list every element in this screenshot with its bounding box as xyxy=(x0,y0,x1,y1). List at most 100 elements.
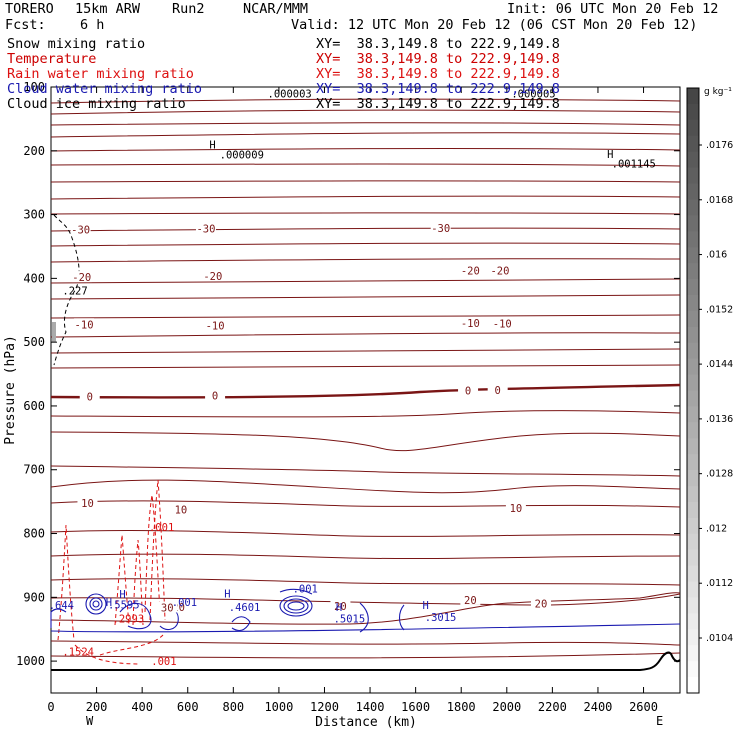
point-labels: H.000009 H.001145.000003.000005.227.001.0… xyxy=(49,88,656,668)
point-label: .001145 xyxy=(612,159,656,171)
rain-water-contours xyxy=(57,479,166,665)
x-tick-label: 800 xyxy=(222,700,244,714)
colorbar-segment xyxy=(687,486,699,503)
cloud-contour xyxy=(231,616,251,632)
colorbar-segment xyxy=(687,390,699,407)
contour-label-bg xyxy=(487,384,508,395)
isotherm-line xyxy=(50,98,681,104)
colorbar-segment xyxy=(687,88,699,105)
colorbar-segment xyxy=(687,501,699,519)
point-label: .1524 xyxy=(62,647,94,659)
isotherm-line xyxy=(50,258,681,263)
colorbar-tick-label: .016 xyxy=(706,250,727,261)
temperature-contour-label: 20 xyxy=(535,599,548,611)
colorbar-segment xyxy=(687,294,699,312)
point-label: .644 xyxy=(49,600,74,612)
y-tick-label: 200 xyxy=(23,144,45,158)
rain-contour xyxy=(132,539,144,626)
cloud-contour xyxy=(50,623,681,633)
field-xy-rain: XY= 38.3,149.8 to 222.9,149.8 xyxy=(316,66,560,82)
x-tick-label: 0 xyxy=(47,700,54,714)
contour-labels: -30 -30 -30 -20 -20 -20 -20 -10 -10 -10 -10 0 0 0 0 10 1… xyxy=(70,221,551,615)
y-tick-label: 600 xyxy=(23,399,45,413)
contour-label-bg xyxy=(205,319,226,331)
header-valid: Valid: 12 UTC Mon 20 Feb 12 (06 CST Mon … xyxy=(291,17,698,33)
colorbar: .0104 .0112 .012 .0128 .0136 .0144 .0152 .016 .0… xyxy=(686,87,733,694)
isotherm-line xyxy=(50,180,681,183)
y-tick-label-top: 100 xyxy=(23,80,45,94)
temperature-contour-label: -10 xyxy=(75,319,94,331)
y-tick-label: 500 xyxy=(23,335,45,349)
point-label: .5595 xyxy=(108,599,140,611)
x-axis: 0 200 400 600 800 1000 1200 1400 1600 1800 2000 220… xyxy=(47,87,658,714)
isotherm-line xyxy=(50,195,681,200)
isotherm-line xyxy=(50,163,681,167)
cloud-contour xyxy=(92,600,100,608)
temperature-contour-label: -30 xyxy=(431,223,450,235)
temperature-contour-label: 30 xyxy=(161,603,174,615)
plot-frame xyxy=(50,86,681,694)
colorbar-segment xyxy=(687,199,699,216)
rain-contour xyxy=(114,534,130,626)
temperature-contour-label: 10 xyxy=(510,503,523,515)
temperature-contour-label: -20 xyxy=(72,272,91,284)
cloud-contour xyxy=(89,597,103,611)
colorbar-segment xyxy=(687,661,699,678)
colorbar-segment xyxy=(687,342,699,360)
x-tick-label: 2400 xyxy=(584,700,613,714)
field-name-temperature: Temperature xyxy=(7,51,97,67)
contour-label-bg xyxy=(489,264,510,276)
colorbar-tick-label: .0128 xyxy=(706,469,733,480)
point-label: .001 xyxy=(151,656,176,668)
y-tick-label: 800 xyxy=(23,527,45,541)
temperature-contour-label: 20 xyxy=(464,595,477,607)
header-init: Init: 06 UTC Mon 20 Feb 12 xyxy=(507,1,719,17)
cloud-contour xyxy=(279,588,313,595)
colorbar-segment xyxy=(687,677,699,694)
isotherm-line xyxy=(50,132,681,138)
isotherm-line xyxy=(50,410,681,418)
colorbar-segment xyxy=(687,422,699,439)
contour-label-bg xyxy=(460,317,481,329)
isotherm-line xyxy=(50,530,681,537)
isotherm-line xyxy=(50,332,681,338)
temperature-contour-label: -10 xyxy=(461,318,480,330)
y-tick-label: 300 xyxy=(23,208,45,222)
field-name-cloud-water: Cloud water mixing ratio xyxy=(7,81,203,97)
temperature-contour-label: 20 xyxy=(334,601,347,613)
contour-label-bg xyxy=(74,318,95,330)
colorbar-frame xyxy=(686,87,700,694)
colorbar-segment xyxy=(687,517,699,535)
header-fcst-label: Fcst: xyxy=(5,17,46,33)
contour-label-bg xyxy=(195,222,216,234)
colorbar-segment xyxy=(687,151,699,169)
cloud-water-contours xyxy=(50,588,681,633)
cloud-contour xyxy=(359,602,369,633)
rain-contour xyxy=(144,494,161,613)
cloud-contour xyxy=(50,608,67,628)
y-tick-label: 900 xyxy=(23,590,45,604)
colorbar-segment xyxy=(687,533,699,551)
isotherm-line xyxy=(50,147,681,152)
colorbar-segment xyxy=(687,183,699,200)
isotherm-line xyxy=(50,122,681,126)
rain-contour xyxy=(149,479,166,621)
isotherm-line xyxy=(50,593,681,606)
colorbar-segment xyxy=(687,565,699,583)
colorbar-segment xyxy=(687,358,699,376)
colorbar-segment xyxy=(687,470,699,487)
x-tick-label: 1600 xyxy=(401,700,430,714)
x-tick-label: 200 xyxy=(86,700,108,714)
isotherm-line xyxy=(50,109,681,115)
contour-label-bg xyxy=(205,389,226,401)
y-tick-label: 700 xyxy=(23,463,45,477)
contour-label-bg xyxy=(79,390,100,402)
colorbar-segment xyxy=(687,231,699,248)
temperature-contour-label: -30 xyxy=(71,224,90,236)
colorbar-segment xyxy=(687,167,699,185)
temperature-contour-label: 10 xyxy=(81,498,94,510)
isotherm-line xyxy=(50,465,681,477)
point-label: .3015 xyxy=(425,612,457,624)
snow-contour xyxy=(53,214,80,366)
point-label: .4601 xyxy=(229,602,261,614)
